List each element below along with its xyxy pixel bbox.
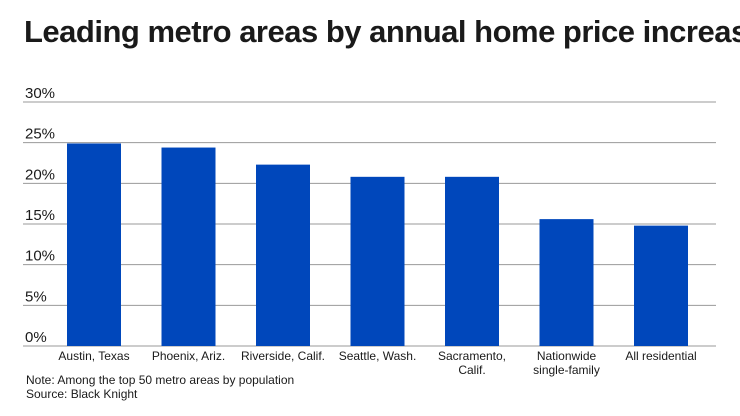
x-tick-label: All residential xyxy=(625,349,696,363)
bar xyxy=(539,219,594,346)
bar xyxy=(67,143,121,346)
x-tick-label: Phoenix, Ariz. xyxy=(152,349,225,363)
chart-source: Source: Black Knight xyxy=(26,387,138,401)
y-tick-label: 5% xyxy=(25,288,47,305)
x-tick-label: Seattle, Wash. xyxy=(339,349,417,363)
bar xyxy=(256,164,310,346)
bar xyxy=(350,176,405,346)
x-tick-label: Calif. xyxy=(458,363,485,377)
bar xyxy=(634,225,688,346)
bar xyxy=(161,147,216,346)
x-tick-label: single-family xyxy=(533,363,600,377)
y-tick-label: 0% xyxy=(25,329,47,346)
y-tick-label: 15% xyxy=(25,207,55,224)
bar xyxy=(445,176,499,346)
x-tick-label: Riverside, Calif. xyxy=(241,349,325,363)
chart-title: Leading metro areas by annual home price… xyxy=(24,14,740,49)
y-tick-label: 30% xyxy=(25,85,55,102)
x-tick-label: Nationwide xyxy=(537,349,597,363)
chart-note: Note: Among the top 50 metro areas by po… xyxy=(26,373,295,387)
x-tick-label: Austin, Texas xyxy=(58,349,129,363)
y-tick-label: 25% xyxy=(25,126,55,143)
y-tick-label: 20% xyxy=(25,166,55,183)
y-tick-label: 10% xyxy=(25,248,55,265)
x-tick-label: Sacramento, xyxy=(438,349,506,363)
